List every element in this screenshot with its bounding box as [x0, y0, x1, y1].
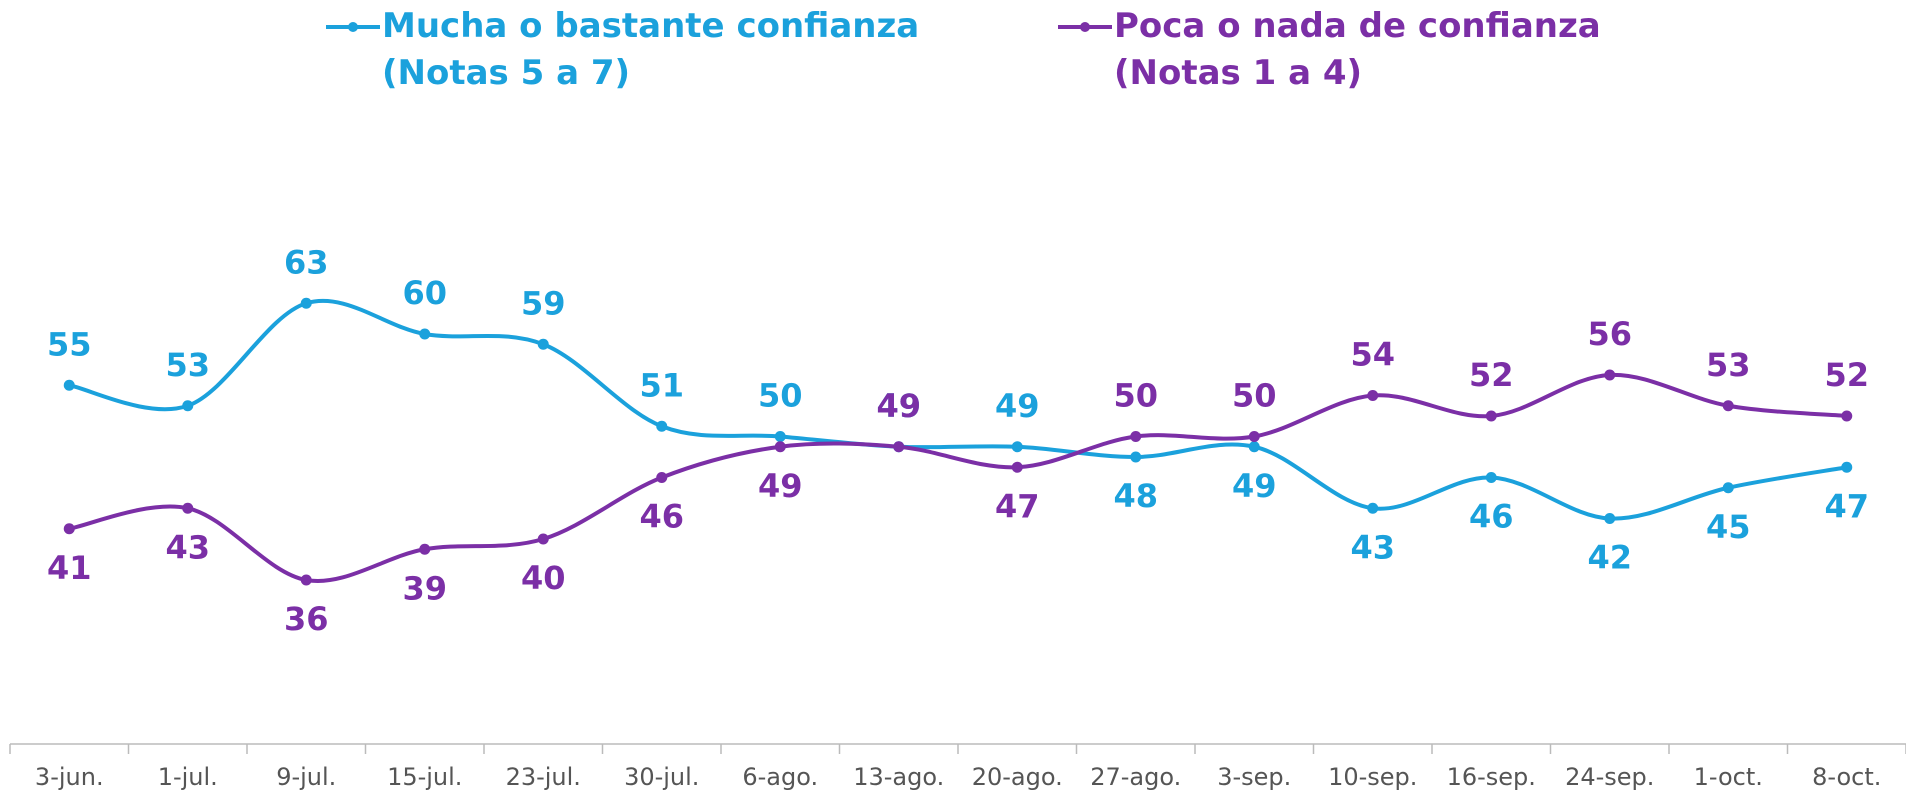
data-point [1248, 441, 1260, 453]
data-label: 49 [995, 387, 1040, 425]
data-label: 52 [1469, 356, 1514, 394]
data-point [774, 441, 786, 453]
x-tick-label: 8-oct. [1812, 763, 1881, 791]
x-tick-label: 10-sep. [1328, 763, 1417, 791]
data-label: 45 [1706, 508, 1751, 546]
x-tick-label: 3-sep. [1217, 763, 1291, 791]
data-point [1011, 461, 1023, 473]
x-tick-label: 13-ago. [853, 763, 944, 791]
data-point [300, 574, 312, 586]
data-label: 40 [521, 559, 566, 597]
legend-line-text: Mucha o bastante confianza [382, 6, 919, 46]
data-point [1722, 400, 1734, 412]
data-point [656, 420, 668, 432]
data-label: 56 [1587, 315, 1632, 353]
legend-line-text: (Notas 5 a 7) [382, 53, 630, 93]
data-label: 48 [1113, 477, 1158, 515]
legend-dot [348, 22, 358, 32]
data-point [419, 328, 431, 340]
data-label: 50 [1232, 377, 1277, 415]
x-tick-label: 30-jul. [624, 763, 699, 791]
data-label: 42 [1587, 539, 1632, 577]
x-tick-label: 1-oct. [1694, 763, 1763, 791]
data-label: 55 [47, 325, 92, 363]
legend-dot [1080, 22, 1090, 32]
x-tick-label: 20-ago. [972, 763, 1063, 791]
x-tick-label: 3-jun. [35, 763, 104, 791]
data-point [893, 441, 905, 453]
data-label: 47 [995, 487, 1040, 525]
data-label: 53 [165, 346, 210, 384]
data-point [1841, 461, 1853, 473]
series-line [68, 372, 1847, 583]
data-point [300, 297, 312, 309]
data-point [1011, 441, 1023, 453]
x-tick-label: 1-jul. [158, 763, 218, 791]
data-label: 51 [639, 366, 684, 404]
data-label: 49 [876, 387, 921, 425]
x-tick-label: 24-sep. [1565, 763, 1654, 791]
data-label: 39 [402, 569, 447, 607]
x-tick-label: 15-jul. [387, 763, 462, 791]
data-point [656, 472, 668, 483]
data-label: 52 [1824, 356, 1869, 394]
data-label: 59 [521, 284, 566, 322]
data-label: 53 [1706, 346, 1751, 384]
data-point [537, 533, 549, 545]
x-tick-label: 16-sep. [1447, 763, 1536, 791]
data-point [774, 431, 786, 442]
data-point [1604, 513, 1616, 524]
data-point [1604, 369, 1616, 381]
series-line [68, 298, 1848, 521]
data-point [1485, 472, 1497, 483]
x-tick-label: 27-ago. [1090, 763, 1181, 791]
x-tick-label: 9-jul. [276, 763, 336, 791]
data-label: 49 [1232, 467, 1277, 505]
data-point [419, 543, 431, 555]
legend-line-text: (Notas 1 a 4) [1114, 53, 1362, 93]
data-label: 36 [284, 600, 329, 638]
data-label: 60 [402, 274, 447, 312]
data-label: 41 [47, 549, 92, 587]
legend-label: Poca o nada de confianza (Notas 1 a 4) [1114, 6, 1601, 93]
data-point [1841, 410, 1853, 422]
data-label: 47 [1824, 487, 1869, 525]
legend-label: Mucha o bastante confianza (Notas 5 a 7) [382, 6, 919, 93]
data-point [1485, 410, 1497, 422]
x-tick-label: 23-jul. [506, 763, 581, 791]
data-point [1367, 390, 1379, 401]
data-label: 43 [1350, 528, 1395, 566]
data-label: 43 [165, 528, 210, 566]
data-point [1367, 502, 1379, 514]
data-label: 63 [284, 243, 329, 281]
data-label: 50 [1113, 377, 1158, 415]
data-point [182, 400, 194, 412]
data-point [1722, 482, 1734, 494]
data-point [1130, 451, 1142, 463]
data-point [63, 523, 75, 535]
data-label: 46 [1469, 498, 1514, 536]
data-point [63, 379, 75, 391]
data-point [537, 338, 549, 350]
legend-line-text: Poca o nada de confianza [1114, 6, 1601, 46]
data-label: 50 [758, 377, 803, 415]
data-label: 46 [639, 498, 684, 536]
data-label: 49 [758, 467, 803, 505]
data-label: 54 [1350, 336, 1395, 374]
data-point [182, 502, 194, 514]
data-label: 49 [876, 387, 921, 425]
x-tick-label: 6-ago. [742, 763, 818, 791]
data-point [1130, 431, 1142, 442]
data-point [1248, 431, 1260, 442]
